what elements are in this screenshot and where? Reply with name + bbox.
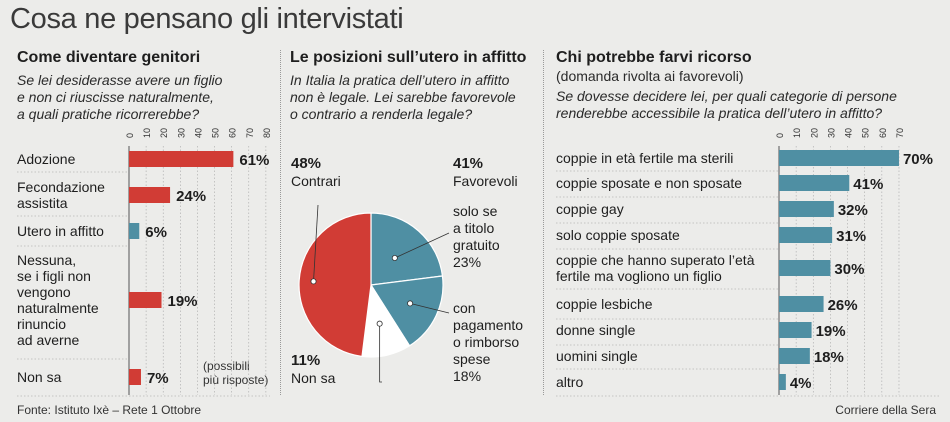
p1-value-label: 7% xyxy=(147,370,169,387)
p1-tick-label: 30 xyxy=(176,128,186,138)
p3-value-label: 4% xyxy=(790,375,812,392)
pie-leader-line xyxy=(313,204,319,282)
p1-tick-label: 20 xyxy=(159,128,169,138)
p3-value-label: 31% xyxy=(836,228,866,245)
pie-leader-line xyxy=(379,323,382,383)
p1-tick-label: 70 xyxy=(245,128,255,138)
p1-bar xyxy=(129,292,162,308)
p1-bar xyxy=(129,151,234,167)
pie-value-gratuito: 23% xyxy=(453,254,482,270)
p3-value-label: 26% xyxy=(828,297,858,314)
pie-slice xyxy=(370,212,444,286)
pie-leader-dot xyxy=(407,300,414,307)
p3-bar xyxy=(779,150,899,166)
p1-bar xyxy=(129,223,140,239)
pie-value-pagamento: 18% xyxy=(453,368,482,384)
pie-label-favorevoli: Favorevoli xyxy=(453,173,518,189)
p1-value-label: 61% xyxy=(239,152,269,169)
p3-bar xyxy=(779,227,833,243)
p3-category-label: coppie lesbiche xyxy=(556,296,653,312)
p3-value-label: 30% xyxy=(834,261,864,278)
p1-category-label: Non sa xyxy=(17,369,62,385)
p1-category-label: Fecondazione assistita xyxy=(17,179,105,211)
p3-category-label: coppie che hanno superato l’età fertile … xyxy=(556,252,755,284)
p3-value-label: 18% xyxy=(814,349,844,366)
p3-tick-label: 40 xyxy=(844,128,854,138)
p1-category-label: Utero in affitto xyxy=(17,223,104,239)
p3-category-label: solo coppie sposate xyxy=(556,227,680,243)
p1-category-label: Nessuna, se i figli non vengono naturalm… xyxy=(17,252,99,348)
p3-value-label: 41% xyxy=(853,176,883,193)
p1-value-label: 19% xyxy=(168,293,198,310)
p3-bar xyxy=(779,260,831,276)
pie-label-pagamento: con pagamento o rimborso spese xyxy=(453,300,524,367)
panel3-subtitle: (domanda rivolta ai favorevoli) xyxy=(556,68,744,84)
p3-tick-label: 50 xyxy=(861,128,871,138)
panel1-title: Come diventare genitori xyxy=(17,49,201,66)
p1-tick-label: 80 xyxy=(262,128,272,138)
panel3-title: Chi potrebbe farvi ricorso xyxy=(556,49,752,66)
p3-tick-label: 30 xyxy=(826,128,836,138)
panel1-note: (possibili più risposte) xyxy=(203,359,269,387)
pie-label-gratuito: solo se a titolo gratuito xyxy=(453,203,500,253)
p3-value-label: 70% xyxy=(903,151,933,168)
panel3-question: Se dovesse decidere lei, per quali categ… xyxy=(556,88,897,121)
main-title: Cosa ne pensano gli intervistati xyxy=(10,3,404,35)
p3-bar xyxy=(779,374,786,390)
p1-tick-label: 50 xyxy=(211,128,221,138)
pie-slice xyxy=(369,275,444,347)
p1-tick-label: 0 xyxy=(125,133,135,138)
pie-value-contrari: 48% xyxy=(291,155,322,172)
footer-credit: Corriere della Sera xyxy=(835,403,936,417)
pie-leader-dot xyxy=(376,320,383,327)
p3-category-label: coppie gay xyxy=(556,201,624,217)
p3-category-label: donne single xyxy=(556,322,636,338)
p3-bar xyxy=(779,348,810,364)
separator-2 xyxy=(543,50,545,395)
p3-tick-label: 10 xyxy=(792,128,802,138)
separator-1 xyxy=(280,50,282,395)
panel2-title: Le posizioni sull’utero in affitto xyxy=(290,49,527,66)
panel2-question: In Italia la pratica dell’utero in affit… xyxy=(290,72,516,122)
p3-category-label: uomini single xyxy=(556,348,638,364)
pie-leader-dot xyxy=(310,278,317,285)
p1-category-label: Adozione xyxy=(17,151,76,167)
p1-bar xyxy=(129,187,171,203)
p3-tick-label: 0 xyxy=(775,133,785,138)
panel1-question: Se lei desiderasse avere un figlio e non… xyxy=(17,72,223,122)
pie-leader-line xyxy=(409,303,450,314)
p3-bar xyxy=(779,175,850,191)
p3-value-label: 32% xyxy=(838,202,868,219)
pie-value-favorevoli: 41% xyxy=(453,155,484,172)
pie-slice xyxy=(298,212,372,358)
pie-leader-line xyxy=(394,232,450,259)
p3-bar xyxy=(779,201,834,217)
p1-tick-label: 40 xyxy=(193,128,203,138)
p1-value-label: 6% xyxy=(145,224,167,241)
p3-bar xyxy=(779,322,812,338)
p3-category-label: coppie sposate e non sposate xyxy=(556,175,743,191)
p1-tick-label: 10 xyxy=(142,128,152,138)
pie-label-nonsa: Non sa xyxy=(291,370,336,386)
p1-bar xyxy=(129,369,141,385)
p3-category-label: coppie in età fertile ma sterili xyxy=(556,150,734,166)
p3-tick-label: 20 xyxy=(809,128,819,138)
p1-value-label: 24% xyxy=(176,188,206,205)
p3-tick-label: 70 xyxy=(895,128,905,138)
footer-source: Fonte: Istituto Ixè – Rete 1 Ottobre xyxy=(17,403,202,417)
p3-value-label: 19% xyxy=(816,323,846,340)
pie-leader-dot xyxy=(391,254,398,261)
p3-tick-label: 60 xyxy=(878,128,888,138)
p3-bar xyxy=(779,296,824,312)
p1-tick-label: 60 xyxy=(228,128,238,138)
pie-label-contrari: Contrari xyxy=(291,173,341,189)
p3-category-label: altro xyxy=(556,374,584,390)
pie-value-nonsa: 11% xyxy=(291,352,321,369)
